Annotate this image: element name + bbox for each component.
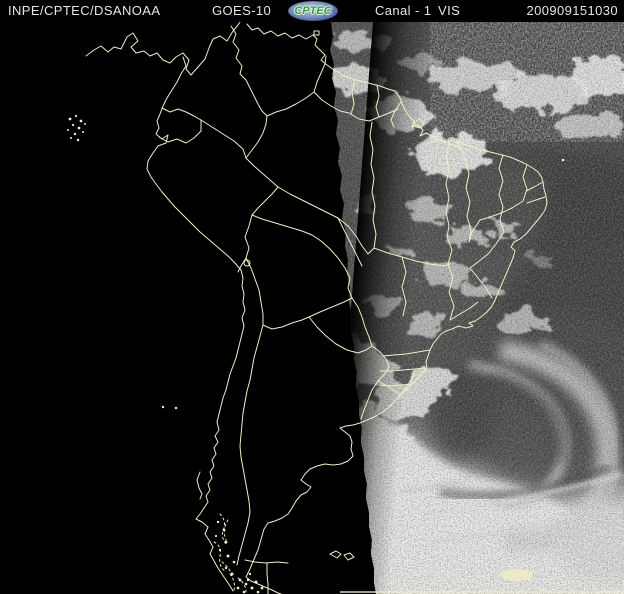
cptec-logo-text: CPTEC (294, 5, 332, 17)
island-dots-overlay (67, 114, 565, 594)
bottom-map-line (340, 569, 624, 593)
cptec-logo: CPTEC (288, 1, 338, 21)
satellite-label: GOES-10 (212, 3, 272, 18)
noaa-label: NOAA (122, 3, 161, 18)
satellite-map (0, 22, 624, 594)
header-bar: INPE/CPTEC/DSA NOAA GOES-10 CPTEC Canal … (0, 0, 624, 22)
agency-label: INPE/CPTEC/DSA (8, 3, 122, 18)
channel-type-label: VIS (438, 3, 461, 18)
day-side-imagery (330, 22, 624, 594)
datetime-label: 200909151030 (526, 3, 618, 18)
coastline-border-overlay (85, 22, 548, 594)
satellite-image (0, 22, 624, 594)
channel-label: Canal - 1 (375, 3, 432, 18)
